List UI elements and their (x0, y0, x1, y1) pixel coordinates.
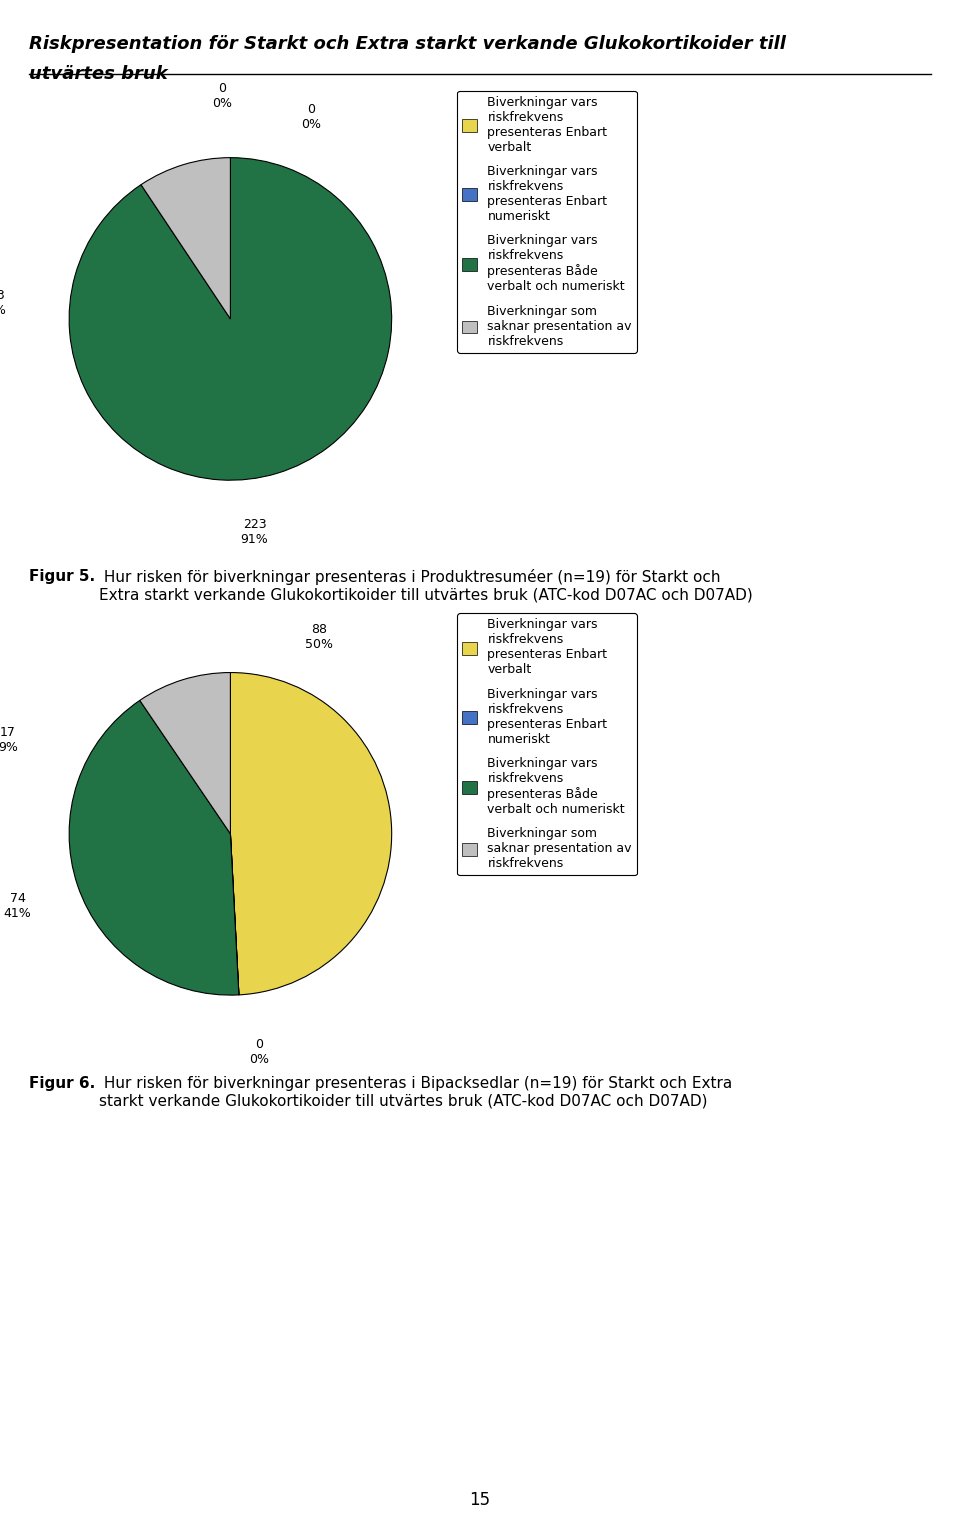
Text: 0
0%: 0 0% (250, 1037, 270, 1065)
Text: Figur 6.: Figur 6. (29, 1076, 95, 1091)
Wedge shape (69, 701, 239, 994)
Wedge shape (69, 158, 392, 480)
Text: Hur risken för biverkningar presenteras i Bipacksedlar (n=19) för Starkt och Ext: Hur risken för biverkningar presenteras … (99, 1076, 732, 1108)
Legend: Biverkningar vars
riskfrekvens
presenteras Enbart
verbalt, Biverkningar vars
ris: Biverkningar vars riskfrekvens presenter… (458, 91, 636, 352)
Text: Figur 5.: Figur 5. (29, 569, 95, 584)
Text: 0
0%: 0 0% (301, 103, 321, 131)
Text: 0
0%: 0 0% (212, 83, 232, 111)
Text: Riskpresentation för Starkt och Extra starkt verkande Glukokortikoider till: Riskpresentation för Starkt och Extra st… (29, 35, 785, 54)
Text: 15: 15 (469, 1491, 491, 1509)
Wedge shape (141, 158, 230, 318)
Text: 17
9%: 17 9% (0, 727, 18, 755)
Wedge shape (140, 673, 230, 833)
Text: 23
9%: 23 9% (0, 289, 7, 317)
Text: 223
91%: 223 91% (241, 518, 269, 546)
Wedge shape (230, 833, 239, 994)
Text: 88
50%: 88 50% (305, 622, 333, 652)
Legend: Biverkningar vars
riskfrekvens
presenteras Enbart
verbalt, Biverkningar vars
ris: Biverkningar vars riskfrekvens presenter… (458, 613, 636, 875)
Text: utvärtes bruk: utvärtes bruk (29, 65, 168, 83)
Wedge shape (230, 673, 392, 994)
Text: 74
41%: 74 41% (4, 893, 32, 921)
Text: Hur risken för biverkningar presenteras i Produktresuméer (n=19) för Starkt och
: Hur risken för biverkningar presenteras … (99, 569, 753, 603)
